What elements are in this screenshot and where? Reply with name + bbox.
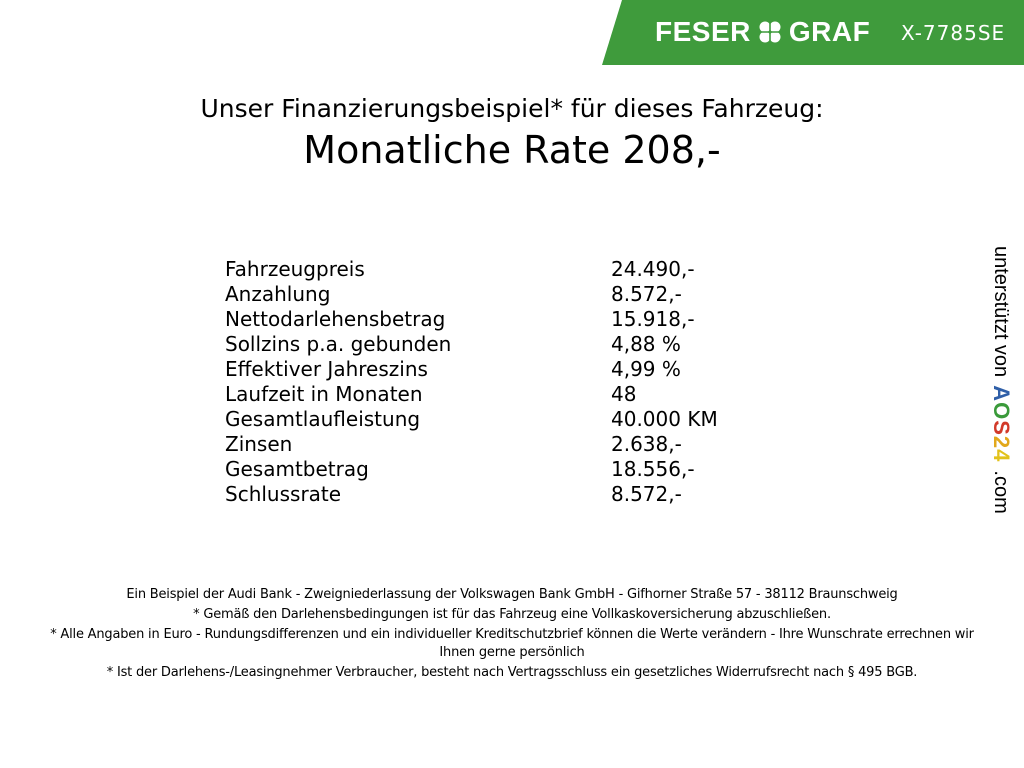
logo-letter: 2: [989, 435, 1014, 450]
disclaimer: Ein Beispiel der Audi Bank - Zweignieder…: [40, 586, 984, 684]
table-row: Gesamtlaufleistung 40.000 KM: [225, 407, 718, 432]
row-label: Gesamtlaufleistung: [225, 407, 421, 431]
table-row: Laufzeit in Monaten 48: [225, 382, 718, 407]
disclaimer-line: * Alle Angaben in Euro - Rundungsdiffere…: [50, 627, 974, 660]
row-label: Effektiver Jahreszins: [225, 357, 428, 381]
row-value: 4,99 %: [611, 357, 681, 381]
row-label: Gesamtbetrag: [225, 457, 369, 481]
supported-by-suffix: .com: [990, 470, 1013, 514]
brand-logo: FESER GRAF: [655, 16, 870, 48]
row-value: 40.000 KM: [611, 407, 718, 431]
row-label: Anzahlung: [225, 282, 331, 306]
table-row: Anzahlung 8.572,-: [225, 282, 718, 307]
logo-letter: 4: [989, 449, 1014, 463]
financing-heading: Unser Finanzierungsbeispiel* für dieses …: [200, 94, 824, 123]
row-value: 24.490,-: [611, 257, 695, 281]
header-banner: [600, 0, 1024, 65]
row-label: Fahrzeugpreis: [225, 257, 365, 281]
brand-left: FESER: [655, 16, 751, 47]
table-row: Nettodarlehensbetrag 15.918,-: [225, 307, 718, 332]
table-row: Sollzins p.a. gebunden 4,88 %: [225, 332, 718, 357]
row-value: 15.918,-: [611, 307, 695, 331]
finance-table: Fahrzeugpreis 24.490,- Anzahlung 8.572,- Net…: [225, 257, 718, 507]
monthly-rate: Monatliche Rate 208,-: [303, 128, 721, 172]
disclaimer-line: Ein Beispiel der Audi Bank - Zweignieder…: [126, 587, 898, 602]
row-label: Sollzins p.a. gebunden: [225, 332, 452, 356]
disclaimer-line: * Ist der Darlehens-/Leasingnehmer Verbr…: [106, 665, 918, 680]
disclaimer-line: * Gemäß den Darlehensbedingungen ist für…: [193, 607, 831, 622]
table-row: Schlussrate 8.572,-: [225, 482, 718, 507]
row-value: 8.572,-: [611, 282, 682, 306]
row-label: Zinsen: [225, 432, 293, 456]
row-value: 2.638,-: [611, 432, 682, 456]
supported-by: unterstützt von AOS24 .com: [988, 246, 1014, 514]
logo-letter: O: [989, 402, 1014, 421]
row-value: 4,88 %: [611, 332, 681, 356]
brand-right: GRAF: [788, 16, 871, 47]
logo-letter: A: [989, 385, 1014, 403]
logo-letter: S: [989, 420, 1014, 436]
clover-icon: [758, 21, 781, 43]
table-row: Fahrzeugpreis 24.490,-: [225, 257, 718, 282]
row-label: Schlussrate: [225, 482, 342, 506]
row-label: Laufzeit in Monaten: [225, 382, 423, 406]
row-value: 8.572,-: [611, 482, 682, 506]
table-row: Zinsen 2.638,-: [225, 432, 718, 457]
row-label: Nettodarlehensbetrag: [225, 307, 446, 331]
table-row: Effektiver Jahreszins 4,99 %: [225, 357, 718, 382]
supported-by-text: unterstützt von: [990, 246, 1013, 378]
row-value: 48: [611, 382, 637, 406]
table-row: Gesamtbetrag 18.556,-: [225, 457, 718, 482]
row-value: 18.556,-: [611, 457, 695, 481]
aos24-logo: AOS24: [988, 385, 1014, 462]
vehicle-id: X-7785SE: [901, 21, 1006, 45]
banner-background: [602, 0, 1024, 65]
